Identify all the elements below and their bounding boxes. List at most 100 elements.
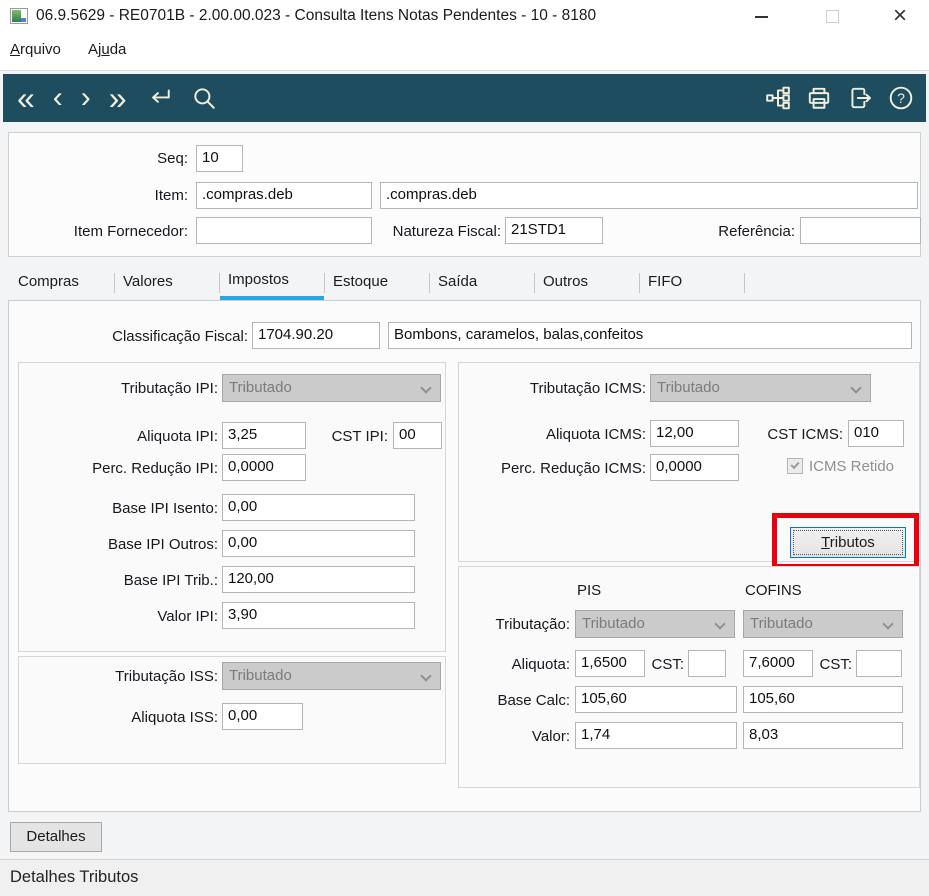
base-ipi-outros-input[interactable]: 0,00 (222, 530, 415, 557)
chevron-down-icon (714, 618, 726, 630)
tributacao-ipi-label: Tributação IPI: (121, 380, 218, 397)
cofins-cst-input[interactable] (856, 650, 902, 677)
natureza-fiscal-input[interactable]: 21STD1 (505, 217, 603, 244)
valor-ipi-input[interactable]: 3,90 (222, 602, 415, 629)
title-bar: 06.9.5629 - RE0701B - 2.00.00.023 - Cons… (0, 0, 929, 34)
tab-compras[interactable]: Compras (18, 273, 79, 290)
tributacao-iss-select: Tributado (222, 662, 441, 690)
toolbar: « ‹ › » (3, 74, 926, 122)
base-ipi-outros-label: Base IPI Outros: (107, 536, 218, 553)
cofins-base-input[interactable]: 105,60 (743, 686, 903, 713)
toolbar-nav-group: « ‹ › » (3, 76, 217, 120)
check-icon (790, 459, 800, 470)
seq-label: Seq: (157, 150, 188, 167)
first-record-icon[interactable]: « (17, 80, 35, 116)
menu-arquivo[interactable]: Arquivo (10, 41, 61, 58)
tab-saida[interactable]: Saída (438, 273, 478, 290)
item-fornecedor-label: Item Fornecedor: (73, 223, 188, 240)
last-record-icon[interactable]: » (108, 80, 127, 116)
pis-cofins-tributacao-label: Tributação: (495, 616, 570, 633)
tab-valores[interactable]: Valores (123, 273, 173, 290)
previous-record-icon[interactable]: ‹ (52, 81, 63, 114)
menu-bar: Arquivo Ajuda (0, 34, 929, 71)
status-text: Detalhes Tributos (10, 868, 139, 886)
pis-aliquota-input[interactable]: 1,6500 (575, 650, 645, 677)
minimize-button[interactable] (755, 16, 768, 18)
tab-bar: Compras Valores Impostos Estoque Saída O… (10, 266, 745, 300)
cofins-valor-input[interactable]: 8,03 (743, 722, 903, 749)
aliquota-icms-label: Aliquota ICMS: (545, 426, 646, 443)
cofins-cst-label: CST: (819, 656, 852, 673)
cst-ipi-input[interactable]: 00 (393, 422, 442, 449)
item-fornecedor-input[interactable] (196, 217, 372, 244)
window-title: 06.9.5629 - RE0701B - 2.00.00.023 - Cons… (36, 7, 597, 24)
classificacao-fiscal-code-input[interactable]: 1704.90.20 (252, 322, 380, 349)
pis-valor-input[interactable]: 1,74 (575, 722, 737, 749)
base-ipi-isento-label: Base IPI Isento: (112, 500, 218, 517)
close-button[interactable]: × (893, 2, 908, 29)
pis-cofins-aliquota-label: Aliquota: (511, 656, 570, 673)
item-code-input[interactable]: .compras.deb (196, 182, 372, 209)
tributos-button[interactable]: Tributos (790, 527, 906, 558)
tributacao-icms-label: Tributação ICMS: (529, 380, 646, 397)
classificacao-fiscal-desc-input[interactable]: Bombons, caramelos, balas,confeitos (388, 322, 912, 349)
pis-tributacao-select: Tributado (575, 610, 735, 638)
aliquota-iss-input[interactable]: 0,00 (222, 703, 303, 730)
next-record-icon[interactable]: › (80, 81, 91, 114)
svg-text:?: ? (897, 90, 905, 106)
tributacao-ipi-select: Tributado (222, 374, 441, 402)
pis-cofins-base-label: Base Calc: (497, 692, 570, 709)
base-ipi-trib-label: Base IPI Trib.: (123, 572, 218, 589)
referencia-input[interactable] (800, 217, 921, 244)
maximize-button (826, 10, 839, 23)
perc-reducao-icms-label: Perc. Redução ICMS: (500, 460, 646, 477)
toolbar-right-group: ? (765, 85, 926, 111)
print-icon[interactable] (806, 85, 832, 111)
cofins-tributacao-select: Tributado (743, 610, 903, 638)
cofins-aliquota-input[interactable]: 7,6000 (743, 650, 813, 677)
perc-reducao-icms-input[interactable]: 0,0000 (650, 454, 739, 481)
chevron-down-icon (882, 618, 894, 630)
tab-estoque[interactable]: Estoque (333, 273, 389, 290)
natureza-fiscal-label: Natureza Fiscal: (392, 223, 501, 240)
tab-impostos[interactable]: Impostos (220, 266, 324, 300)
pis-cst-input[interactable] (688, 650, 726, 677)
perc-reducao-ipi-label: Perc. Redução IPI: (92, 460, 218, 477)
cofins-column-header: COFINS (745, 582, 802, 599)
chevron-down-icon (420, 670, 432, 682)
pis-base-input[interactable]: 105,60 (575, 686, 737, 713)
base-ipi-trib-input[interactable]: 120,00 (222, 566, 415, 593)
tributacao-iss-label: Tributação ISS: (115, 668, 218, 685)
tributacao-icms-select: Tributado (650, 374, 871, 402)
app-icon (10, 8, 28, 24)
exit-icon[interactable] (847, 85, 873, 111)
pis-cofins-valor-label: Valor: (531, 728, 570, 745)
chevron-down-icon (850, 382, 862, 394)
cst-icms-label: CST ICMS: (767, 426, 843, 443)
classificacao-fiscal-label: Classificação Fiscal: (112, 328, 248, 345)
cst-ipi-label: CST IPI: (331, 428, 388, 445)
icms-retido-checkbox (787, 458, 803, 474)
aliquota-ipi-label: Aliquota IPI: (137, 428, 218, 445)
detalhes-button[interactable]: Detalhes (10, 822, 102, 852)
aliquota-iss-label: Aliquota ISS: (131, 709, 218, 726)
tab-outros[interactable]: Outros (543, 273, 589, 290)
referencia-label: Referência: (718, 223, 795, 240)
help-icon[interactable]: ? (888, 85, 914, 111)
menu-ajuda[interactable]: Ajuda (88, 41, 127, 58)
seq-input[interactable]: 10 (196, 145, 243, 172)
hierarchy-icon[interactable] (765, 85, 791, 111)
perc-reducao-ipi-input[interactable]: 0,0000 (222, 454, 306, 481)
search-icon[interactable] (191, 85, 217, 111)
cst-icms-input[interactable]: 010 (848, 420, 904, 447)
item-description-input[interactable]: .compras.deb (380, 182, 918, 209)
base-ipi-isento-input[interactable]: 0,00 (222, 494, 415, 521)
chevron-down-icon (420, 382, 432, 394)
item-label: Item: (154, 187, 188, 204)
go-to-icon[interactable] (145, 85, 173, 111)
icms-retido-label: ICMS Retido (809, 458, 895, 475)
aliquota-ipi-input[interactable]: 3,25 (222, 422, 306, 449)
tab-fifo[interactable]: FIFO (648, 273, 683, 290)
aliquota-icms-input[interactable]: 12,00 (650, 420, 739, 447)
